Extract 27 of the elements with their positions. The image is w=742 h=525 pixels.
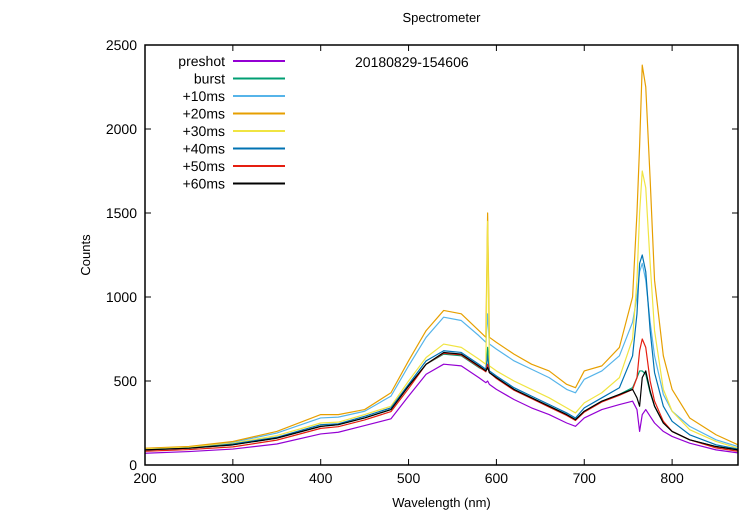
x-tick-label: 500 [396, 470, 420, 486]
legend-label: +30ms [182, 123, 225, 139]
y-tick-label: 0 [129, 457, 138, 473]
x-tick-label: 600 [484, 470, 508, 486]
y-axis-title: Counts [78, 234, 93, 276]
y-tick-label: 2000 [106, 121, 138, 137]
legend-label: preshot [178, 53, 226, 69]
annotation: 20180829-154606 [355, 54, 469, 70]
y-tick-label: 500 [114, 373, 138, 389]
x-tick-label: 400 [309, 470, 333, 486]
legend-label: +20ms [182, 106, 225, 122]
legend-label: burst [194, 70, 226, 86]
legend-label: +10ms [182, 88, 225, 104]
y-tick-label: 2500 [106, 37, 138, 53]
legend-label: +50ms [182, 158, 225, 174]
line-series [144, 170, 739, 450]
x-tick-label: 700 [572, 470, 596, 486]
x-tick-label: 800 [660, 470, 684, 486]
y-tick-label: 1500 [106, 205, 138, 221]
x-tick-label: 200 [133, 470, 157, 486]
line-series [144, 364, 739, 454]
x-tick-label: 300 [221, 470, 245, 486]
chart-title: Spectrometer [402, 10, 482, 25]
y-tick-label: 1000 [106, 289, 138, 305]
x-axis-title: Wavelength (nm) [392, 495, 491, 510]
legend-label: +40ms [182, 140, 225, 156]
legend-label: +60ms [182, 176, 225, 192]
